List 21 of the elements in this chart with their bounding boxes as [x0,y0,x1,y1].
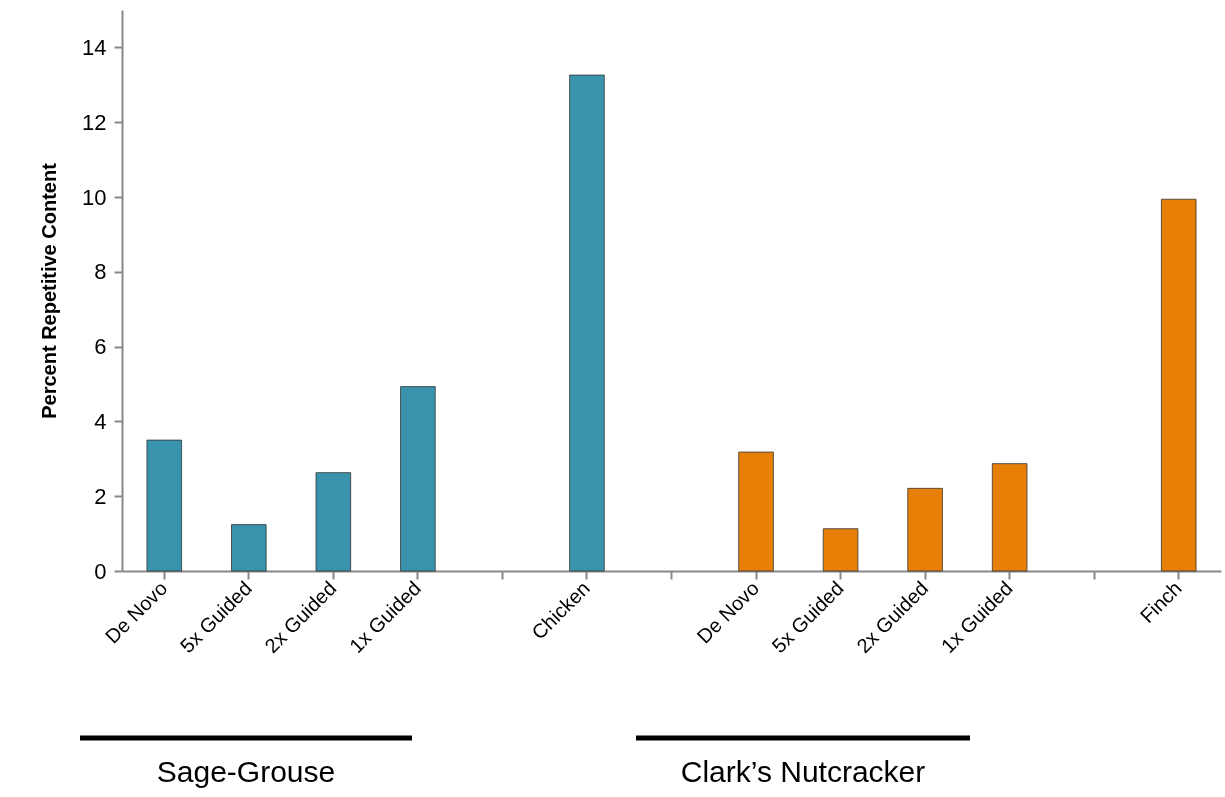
y-tick-label: 4 [94,408,107,434]
y-tick-label: 10 [82,184,107,210]
bar [400,386,436,572]
y-tick-label: 0 [94,558,107,584]
y-tick-label: 2 [94,483,107,509]
bar [907,487,943,572]
bar [315,472,352,572]
y-tick-label: 14 [82,34,107,60]
y-tick-label: 8 [94,259,107,285]
bar [822,528,859,572]
bar [1161,198,1197,572]
bar [146,439,182,572]
y-tick-label: 12 [82,109,107,135]
bar [738,451,774,572]
y-tick-label: 6 [94,334,107,360]
bar [569,74,605,572]
text: Clark’s Nutcracker [680,755,926,788]
y-axis-title: Percent Repetitive Content [38,162,61,419]
bar [231,524,267,572]
text: Sage-Grouse [156,755,336,788]
bar [991,463,1028,572]
